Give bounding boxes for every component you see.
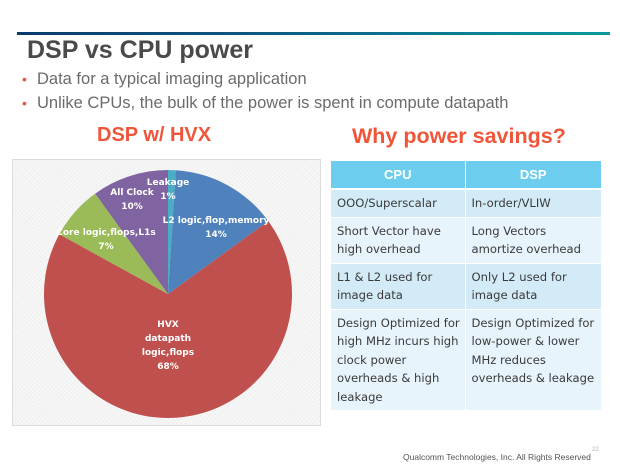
- table-row: Short Vector have high overhead Long Vec…: [331, 217, 601, 264]
- bullet-text: Data for a typical imaging application: [37, 70, 307, 88]
- column-header-dsp: DSP: [465, 161, 601, 190]
- comparison-table: CPU DSP OOO/Superscalar In-order/VLIW Sh…: [331, 161, 601, 411]
- table-row: Design Optimized for high MHz incurs hig…: [331, 309, 601, 411]
- table-header-row: CPU DSP: [331, 161, 601, 190]
- label-hvx-line3: logic,flops: [142, 348, 194, 358]
- label-l2-name: L2 logic,flop,memory: [163, 216, 270, 226]
- slice-clock: [95, 170, 168, 294]
- chart-heading: DSP w/ HVX: [97, 124, 212, 146]
- label-clock-name: All Clock: [110, 188, 154, 198]
- cell-cpu: Design Optimized for high MHz incurs hig…: [331, 309, 466, 411]
- header-rule: [17, 32, 610, 35]
- slide-title: DSP vs CPU power: [27, 36, 254, 64]
- label-l2-pct: 14%: [205, 230, 227, 240]
- table-row: OOO/Superscalar In-order/VLIW: [331, 189, 601, 218]
- table-row: L1 & L2 used for image data Only L2 used…: [331, 263, 601, 310]
- slice-l2: [168, 170, 269, 294]
- cell-dsp: Only L2 used for image data: [465, 263, 601, 310]
- cell-dsp: Design Optimized for low-power & lower M…: [465, 309, 601, 411]
- bullet-list: • Data for a typical imaging application…: [20, 67, 508, 115]
- cell-dsp: Long Vectors amortize overhead: [465, 217, 601, 264]
- slice-hvx: [44, 221, 293, 418]
- table-heading: Why power savings?: [352, 124, 566, 148]
- pie-chart-frame: Leakage 1% All Clock 10% L2 logic,flop,m…: [12, 159, 321, 426]
- pie-slices: [44, 169, 293, 418]
- label-leakage-name: Leakage: [147, 178, 190, 188]
- label-core-pct: 7%: [98, 242, 113, 252]
- column-header-cpu: CPU: [331, 161, 466, 190]
- label-core-name: Core logic,flops,L1s: [56, 228, 155, 238]
- slice-core: [59, 193, 169, 294]
- slide-number: 22: [592, 447, 599, 453]
- bullet-dot-icon: •: [22, 71, 27, 87]
- bullet-text: Unlike CPUs, the bulk of the power is sp…: [37, 94, 509, 112]
- label-hvx-pct: 68%: [157, 362, 179, 372]
- bullet-dot-icon: •: [22, 95, 27, 111]
- cell-cpu: OOO/Superscalar: [331, 189, 466, 218]
- label-clock-pct: 10%: [121, 202, 143, 212]
- cell-dsp: In-order/VLIW: [465, 189, 601, 218]
- bullet-item: • Unlike CPUs, the bulk of the power is …: [20, 91, 508, 115]
- slice-leakage: [168, 169, 176, 294]
- bullet-item: • Data for a typical imaging application: [20, 67, 508, 91]
- label-leakage-pct: 1%: [160, 192, 175, 202]
- footer-copyright: Qualcomm Technologies, Inc. All Rights R…: [403, 452, 591, 462]
- label-hvx-line2: datapath: [145, 334, 191, 344]
- cell-cpu: Short Vector have high overhead: [331, 217, 466, 264]
- pie-chart: Leakage 1% All Clock 10% L2 logic,flop,m…: [44, 169, 293, 418]
- label-hvx-line1: HVX: [157, 320, 178, 330]
- pie-labels: Leakage 1% All Clock 10% L2 logic,flop,m…: [56, 178, 269, 372]
- cell-cpu: L1 & L2 used for image data: [331, 263, 466, 310]
